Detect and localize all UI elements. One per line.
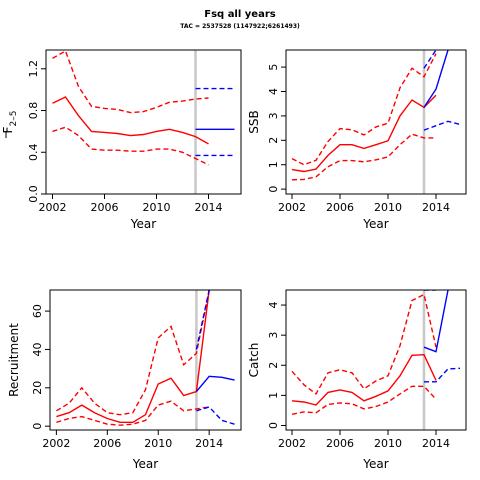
y-tick-label: 3 <box>267 332 280 339</box>
x-tick-label: 2002 <box>39 201 67 214</box>
x-tick-label: 2014 <box>195 437 223 450</box>
x-tick-label: 2010 <box>144 437 172 450</box>
x-tick-label: 2014 <box>422 437 450 450</box>
series-estimate-lower <box>56 400 210 426</box>
plot-frame <box>49 289 242 431</box>
y-tick-label: 4 <box>267 88 280 95</box>
series-group <box>56 290 235 426</box>
y-tick-label: 0 <box>31 423 44 430</box>
series-estimate-upper <box>291 293 437 395</box>
series-forecast-lower <box>424 367 461 383</box>
y-tick-label: 3 <box>267 112 280 119</box>
plot-frame <box>45 49 242 195</box>
series-group <box>291 290 461 415</box>
y-axis-title: SSB <box>247 110 261 133</box>
series-forecast-upper <box>423 50 437 69</box>
series-estimate <box>56 290 210 423</box>
x-tick-label: 2002 <box>278 201 306 214</box>
x-tick-label: 2014 <box>195 201 223 214</box>
y-tick-label: 1 <box>267 161 280 168</box>
y-tick-label: 2 <box>267 362 280 369</box>
y-tick-label: 1 <box>267 392 280 399</box>
x-axis-title: Year <box>130 217 156 231</box>
figure-subtitle: TAC = 2537528 (1147922;6261493) <box>180 23 300 30</box>
y-axis-title: Catch <box>247 343 261 378</box>
y-tick-label: 0 <box>267 186 280 193</box>
x-axis-title: Year <box>362 457 388 471</box>
series-estimate-lower <box>291 133 436 181</box>
panel-top-right: 2002 2006 2010 2014 0 1 2 3 4 5 Year SSB <box>247 49 467 231</box>
x-tick-label: 2006 <box>326 201 354 214</box>
x-tick-label: 2014 <box>422 201 450 214</box>
series-group <box>291 50 461 181</box>
x-tick-label: 2010 <box>374 437 402 450</box>
series-estimate <box>291 94 437 173</box>
panel-bottom-left: 2002 2006 2010 2014 0 20 40 60 Year Recruitment <box>7 289 242 471</box>
x-tick-label: 2002 <box>42 437 70 450</box>
plot-frame <box>285 289 467 431</box>
x-tick-label: 2002 <box>278 437 306 450</box>
series-estimate <box>291 353 437 406</box>
series-estimate-lower <box>52 126 209 166</box>
series-forecast <box>195 375 235 393</box>
y-tick-label: 60 <box>31 304 44 318</box>
series-forecast <box>423 50 449 108</box>
series-estimate-upper <box>56 290 210 416</box>
figure-title: Fsq all years <box>204 9 276 20</box>
y-tick-label: 1.2 <box>27 60 40 78</box>
y-axis-title: Recruitment <box>7 323 21 397</box>
x-tick-label: 2006 <box>326 437 354 450</box>
x-axis-title: Year <box>132 457 158 471</box>
x-axis-title: Year <box>362 217 388 231</box>
x-tick-label: 2006 <box>91 201 119 214</box>
series-estimate <box>52 96 209 145</box>
series-estimate-lower <box>291 385 437 415</box>
y-tick-label: 0 <box>267 422 280 429</box>
y-tick-label: 20 <box>31 381 44 395</box>
x-tick-label: 2010 <box>374 201 402 214</box>
y-tick-label: 4 <box>267 302 280 309</box>
series-forecast <box>423 290 449 353</box>
y-tick-label: 40 <box>31 342 44 356</box>
y-tick-label: 5 <box>267 64 280 71</box>
series-group <box>52 50 235 166</box>
panel-bottom-right: 2002 2006 2010 2014 0 1 2 3 4 Year Catch <box>247 289 467 471</box>
y-axis-title: F2–5 <box>1 111 19 134</box>
panel-top-left: 2002 2006 2010 2014 0.0 0.4 0.8 1.2 Year F2–5 <box>1 49 242 231</box>
series-forecast-upper <box>195 290 210 350</box>
x-tick-label: 2010 <box>143 201 171 214</box>
series-estimate-upper <box>52 50 209 114</box>
series-forecast-lower <box>423 120 461 131</box>
y-tick-label: 2 <box>267 137 280 144</box>
x-tick-label: 2006 <box>93 437 121 450</box>
plot-frame <box>285 49 467 195</box>
series-estimate-upper <box>291 53 437 166</box>
y-tick-label: 0.8 <box>27 102 40 120</box>
series-forecast-lower <box>196 406 235 425</box>
y-tick-label: 0.0 <box>27 185 40 203</box>
y-tick-label: 0.4 <box>27 144 40 162</box>
